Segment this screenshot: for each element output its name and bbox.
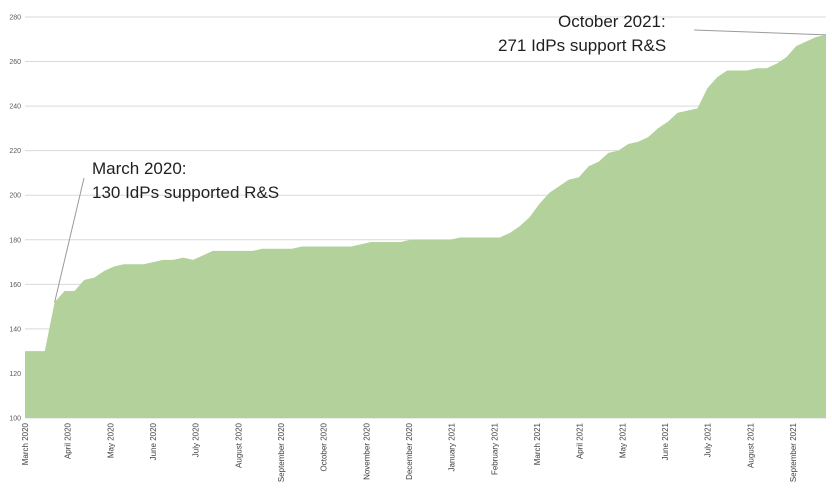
annotation-march-2020-title: March 2020: [92,159,187,178]
annotation-march-2020-text: 130 IdPs supported R&S [92,183,279,202]
x-tick-label: August 2021 [746,422,755,467]
y-tick-label: 140 [9,326,21,333]
y-tick-label: 280 [9,15,21,22]
x-tick-label: May 2021 [618,422,627,458]
area-series-idps [25,34,826,418]
annotations: March 2020: 130 IdPs supported R&S Octob… [54,12,827,303]
x-tick-label: January 2021 [448,422,457,471]
x-axis: March 2020 April 2020 May 2020 June 2020 Jul… [21,422,798,482]
annotation-october-2021-text: 271 IdPs support R&S [498,36,666,55]
y-axis: 100 120 140 160 180 200 220 240 260 280 [9,15,21,423]
x-tick-label: September 2020 [277,422,286,482]
y-tick-label: 180 [9,237,21,244]
x-tick-label: April 2020 [64,422,73,459]
x-tick-label: May 2020 [106,422,115,458]
y-tick-label: 100 [9,416,21,423]
y-tick-label: 120 [9,371,21,378]
x-tick-label: August 2020 [234,422,243,467]
y-tick-label: 260 [9,59,21,66]
x-tick-label: September 2021 [789,422,798,482]
series-area [25,34,826,418]
x-tick-label: March 2020 [21,422,30,465]
y-tick-label: 240 [9,104,21,111]
x-tick-label: June 2021 [661,422,670,460]
x-tick-label: April 2021 [576,422,585,459]
x-tick-label: July 2021 [704,422,713,457]
x-tick-label: July 2020 [192,422,201,457]
annotation-leader-line [54,177,85,303]
x-tick-label: November 2020 [362,422,371,479]
annotation-leader-line [693,29,827,36]
x-tick-label: March 2021 [533,422,542,465]
y-tick-label: 160 [9,282,21,289]
x-tick-label: December 2020 [405,422,414,479]
annotation-october-2021-title: October 2021: [558,12,666,31]
x-tick-label: June 2020 [149,422,158,460]
x-tick-label: February 2021 [490,422,499,475]
x-tick-label: October 2020 [320,422,329,471]
y-tick-label: 220 [9,148,21,155]
y-tick-label: 200 [9,193,21,200]
